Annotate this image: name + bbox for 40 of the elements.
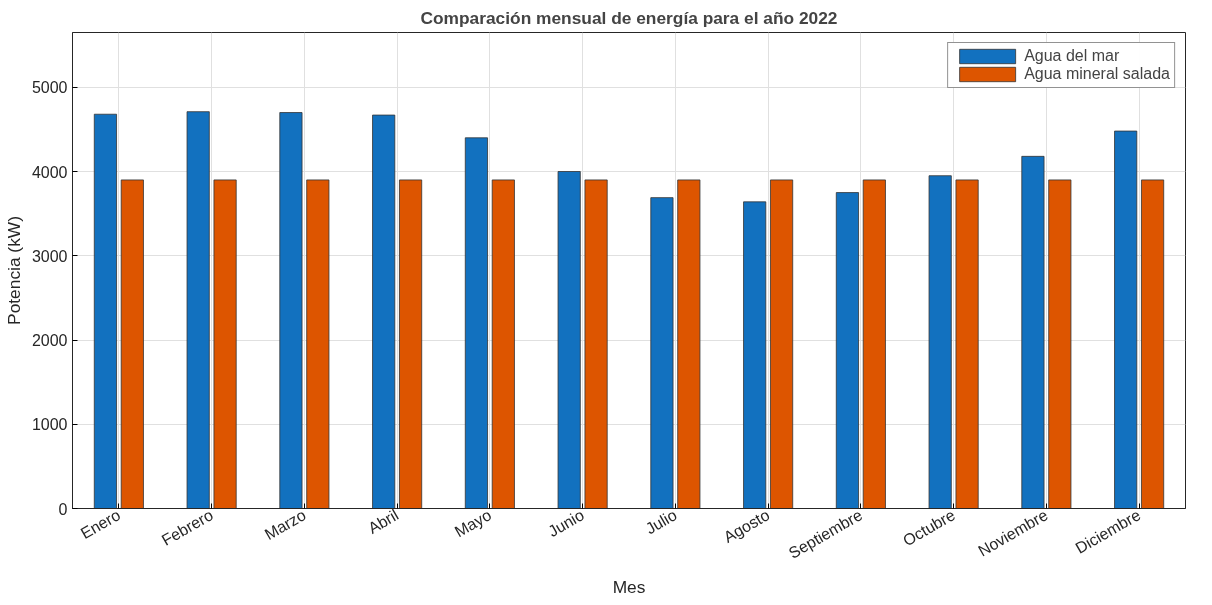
x-tick-label: Junio [545,506,587,540]
y-tick-label: 1000 [31,416,68,434]
bar [186,111,210,509]
bar [862,179,886,509]
legend-label: Agua del mar [1024,47,1120,65]
y-axis-title: Potencia (kW) [3,216,24,325]
x-tick-label: Enero [77,506,124,543]
chart-title: Comparación mensual de energía para el año 2022 [420,7,838,28]
bar [1021,155,1045,509]
bar [464,137,488,509]
y-tick-label: 5000 [31,79,68,97]
bar [120,179,144,509]
bar [955,179,979,509]
bar [372,114,396,509]
bar [584,179,608,509]
bar [279,112,303,509]
bar [835,192,859,509]
bar [213,179,237,509]
bar [557,171,581,509]
legend-label: Agua mineral salada [1024,65,1170,83]
bar [399,179,423,509]
bar [928,175,952,509]
bar [1114,130,1138,509]
y-tick-label: 4000 [31,163,68,181]
bar [677,179,701,509]
x-tick-label: Julio [642,506,680,538]
x-axis-title: Mes [612,577,646,598]
x-tick-label: Mayo [451,506,495,541]
bar [491,179,515,509]
y-tick-label: 2000 [31,332,68,349]
bar [650,197,674,509]
x-tick-label: Abril [365,506,402,537]
bar [93,113,117,509]
bar [1141,179,1165,509]
y-tick-label: 0 [58,500,68,518]
bar [743,201,767,509]
bar [306,179,330,509]
bar [770,179,794,509]
y-tick-label: 3000 [31,247,68,265]
bar [1048,179,1072,509]
